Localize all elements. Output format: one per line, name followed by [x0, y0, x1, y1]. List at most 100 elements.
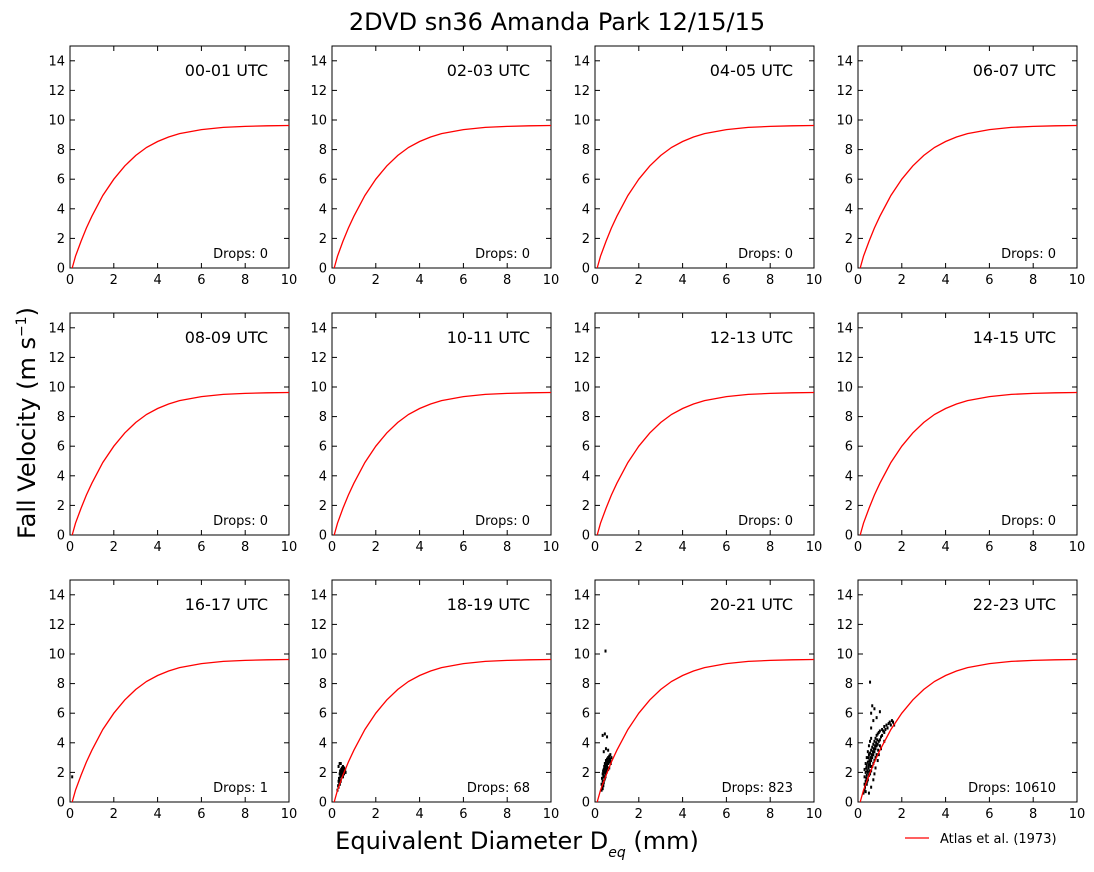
y-tick-label: 14 — [48, 588, 65, 603]
atlas-curve — [71, 391, 290, 536]
y-tick-label: 4 — [582, 469, 590, 484]
drop-point — [601, 776, 604, 780]
drop-point — [882, 729, 885, 733]
drop-point — [892, 720, 895, 724]
y-tick-label: 14 — [310, 321, 327, 336]
panel-title: 06-07 UTC — [973, 61, 1056, 80]
drop-point — [604, 759, 607, 763]
drops-count-label: Drops: 1 — [213, 781, 268, 796]
x-tick-label: 2 — [110, 273, 118, 288]
drop-point — [874, 736, 877, 740]
drop-point — [866, 750, 869, 754]
panel-title: 16-17 UTC — [185, 595, 268, 614]
drops-count-label: Drops: 0 — [1001, 247, 1056, 262]
x-tick-label: 8 — [241, 540, 249, 555]
drop-point — [864, 779, 867, 783]
y-tick-label: 0 — [319, 262, 327, 277]
drop-point — [865, 773, 868, 777]
drops-count-label: Drops: 823 — [722, 781, 793, 796]
x-tick-label: 0 — [66, 807, 74, 822]
x-tick-label: 4 — [941, 273, 949, 288]
drop-point — [884, 727, 887, 731]
x-tick-label: 2 — [372, 540, 380, 555]
x-tick-label: 8 — [766, 273, 774, 288]
drop-point — [875, 716, 878, 720]
y-tick-label: 2 — [845, 766, 853, 781]
drop-point — [874, 756, 877, 760]
drop-point — [606, 763, 609, 767]
y-tick-label: 6 — [319, 440, 327, 455]
x-tick-label: 10 — [281, 273, 298, 288]
drop-point — [864, 770, 867, 774]
drop-point — [874, 766, 877, 770]
panel-frame — [857, 312, 1078, 536]
y-axis-label: Fall Velocity (m s−1) — [13, 307, 41, 539]
y-tick-label: 0 — [845, 796, 853, 811]
drop-point — [604, 764, 607, 768]
drop-point — [872, 747, 875, 751]
drop-point — [337, 764, 340, 768]
y-tick-label: 2 — [319, 232, 327, 247]
drop-point — [340, 766, 343, 770]
y-tick-label: 6 — [57, 707, 65, 722]
x-tick-label: 6 — [197, 540, 205, 555]
drop-point — [878, 738, 881, 742]
panel-9: 0 2 4 6 8 10 0 2 4 6 8 10 12 14 18-19 UTC Drops: 68 — [310, 579, 559, 822]
x-tick-label: 0 — [328, 540, 336, 555]
drop-point — [867, 766, 870, 770]
drop-point — [870, 748, 873, 752]
drop-point — [874, 747, 877, 751]
y-tick-label: 12 — [573, 351, 590, 366]
y-tick-label: 12 — [310, 618, 327, 633]
drop-point — [604, 747, 607, 751]
x-tick-label: 6 — [722, 540, 730, 555]
drops-count-label: Drops: 0 — [738, 514, 793, 529]
drop-point — [610, 756, 613, 760]
panel-frame — [331, 45, 552, 269]
y-tick-label: 0 — [582, 796, 590, 811]
x-tick-label: 2 — [372, 273, 380, 288]
y-tick-label: 10 — [836, 648, 853, 663]
y-tick-label: 12 — [48, 351, 65, 366]
x-tick-label: 8 — [503, 807, 511, 822]
drop-point — [877, 739, 880, 743]
drop-point — [865, 766, 868, 770]
x-tick-label: 4 — [153, 273, 161, 288]
drop-point — [871, 745, 874, 749]
x-axis-label-text: Equivalent Diameter D — [335, 827, 608, 855]
drop-point — [341, 764, 344, 768]
x-tick-label: 6 — [459, 540, 467, 555]
y-tick-label: 12 — [573, 618, 590, 633]
x-axis-label-subscript: eq — [608, 845, 626, 861]
drop-point — [877, 753, 880, 757]
y-tick-label: 14 — [836, 54, 853, 69]
y-tick-label: 0 — [319, 796, 327, 811]
panel-0: 0 2 4 6 8 10 0 2 4 6 8 10 12 14 00-01 UTC Drops: 0 — [48, 45, 298, 288]
x-tick-label: 4 — [678, 273, 686, 288]
x-tick-label: 10 — [806, 540, 823, 555]
x-tick-label: 8 — [503, 273, 511, 288]
drop-point — [603, 764, 606, 768]
x-tick-label: 10 — [543, 273, 560, 288]
x-tick-label: 10 — [806, 273, 823, 288]
drop-point — [868, 759, 871, 763]
drop-point — [871, 750, 874, 754]
y-axis-label-superscript: −1 — [14, 316, 30, 337]
y-tick-label: 10 — [836, 381, 853, 396]
drop-point — [878, 744, 881, 748]
x-tick-label: 10 — [281, 807, 298, 822]
drop-point — [873, 750, 876, 754]
drop-point — [869, 680, 872, 684]
drop-point — [881, 733, 884, 737]
drop-point — [872, 753, 875, 757]
drop-point — [339, 770, 342, 774]
x-tick-label: 0 — [591, 273, 599, 288]
drop-point — [878, 710, 881, 714]
x-tick-label: 6 — [197, 273, 205, 288]
drop-point — [866, 770, 869, 774]
panel-frame — [857, 45, 1078, 269]
x-tick-label: 6 — [459, 807, 467, 822]
y-tick-label: 10 — [48, 114, 65, 129]
drop-point — [876, 759, 879, 763]
x-tick-label: 10 — [1069, 540, 1086, 555]
